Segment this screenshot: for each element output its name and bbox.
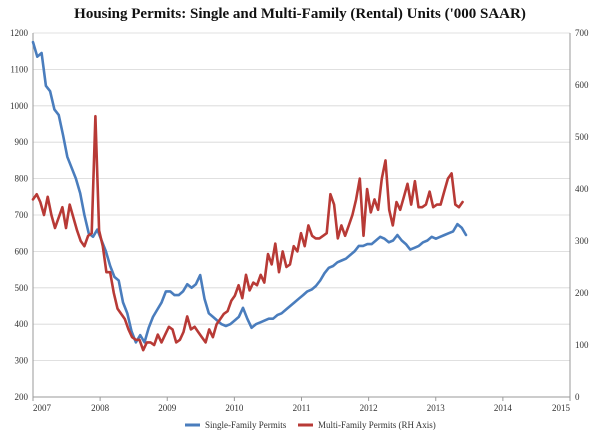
y-right-tick-label: 200 xyxy=(575,288,589,298)
x-tick-label: 2014 xyxy=(494,403,513,413)
axes: 200 300 400 500 600 700 800 900 1000 1100 1200 0 100… xyxy=(10,28,589,413)
legend-label-multi: Multi-Family Permits (RH Axis) xyxy=(318,420,436,430)
y-right-tick-label: 100 xyxy=(575,340,589,350)
x-tick-label: 2013 xyxy=(427,403,446,413)
y-left-tick-label: 800 xyxy=(15,174,29,184)
gridlines xyxy=(33,32,570,398)
y-left-tick-label: 1000 xyxy=(10,101,29,111)
legend-label-single: Single-Family Permits xyxy=(205,420,287,430)
y-right-tick-label: 500 xyxy=(575,132,589,142)
y-left-tick-label: 900 xyxy=(15,137,29,147)
x-tick-label: 2015 xyxy=(552,403,571,413)
y-left-tick-label: 1200 xyxy=(10,28,29,38)
y-left-tick-label: 400 xyxy=(15,319,29,329)
x-tick-label: 2010 xyxy=(225,403,244,413)
series-line-multi-family xyxy=(31,114,464,352)
x-tick-label: 2009 xyxy=(158,403,177,413)
y-right-tick-label: 600 xyxy=(575,80,589,90)
y-left-tick-label: 500 xyxy=(15,283,29,293)
y-right-tick-label: 0 xyxy=(575,392,580,402)
y-left-tick-label: 600 xyxy=(15,246,29,256)
legend: Single-Family Permits Multi-Family Permi… xyxy=(185,420,436,430)
y-left-tick-label: 1100 xyxy=(10,64,28,74)
y-left-tick-label: 300 xyxy=(15,356,29,366)
series-group xyxy=(31,40,468,352)
y-left-tick-label: 200 xyxy=(15,392,29,402)
x-tick-label: 2008 xyxy=(91,403,110,413)
x-tick-label: 2007 xyxy=(33,403,52,413)
x-tick-label: 2012 xyxy=(360,403,378,413)
chart-title: Housing Permits: Single and Multi-Family… xyxy=(74,6,526,22)
y-right-tick-label: 300 xyxy=(575,236,589,246)
y-right-tick-label: 400 xyxy=(575,184,589,194)
y-right-tick-label: 700 xyxy=(575,28,589,38)
x-tick-label: 2011 xyxy=(293,403,311,413)
series-line-single-family xyxy=(31,40,468,344)
y-left-tick-label: 700 xyxy=(15,210,29,220)
